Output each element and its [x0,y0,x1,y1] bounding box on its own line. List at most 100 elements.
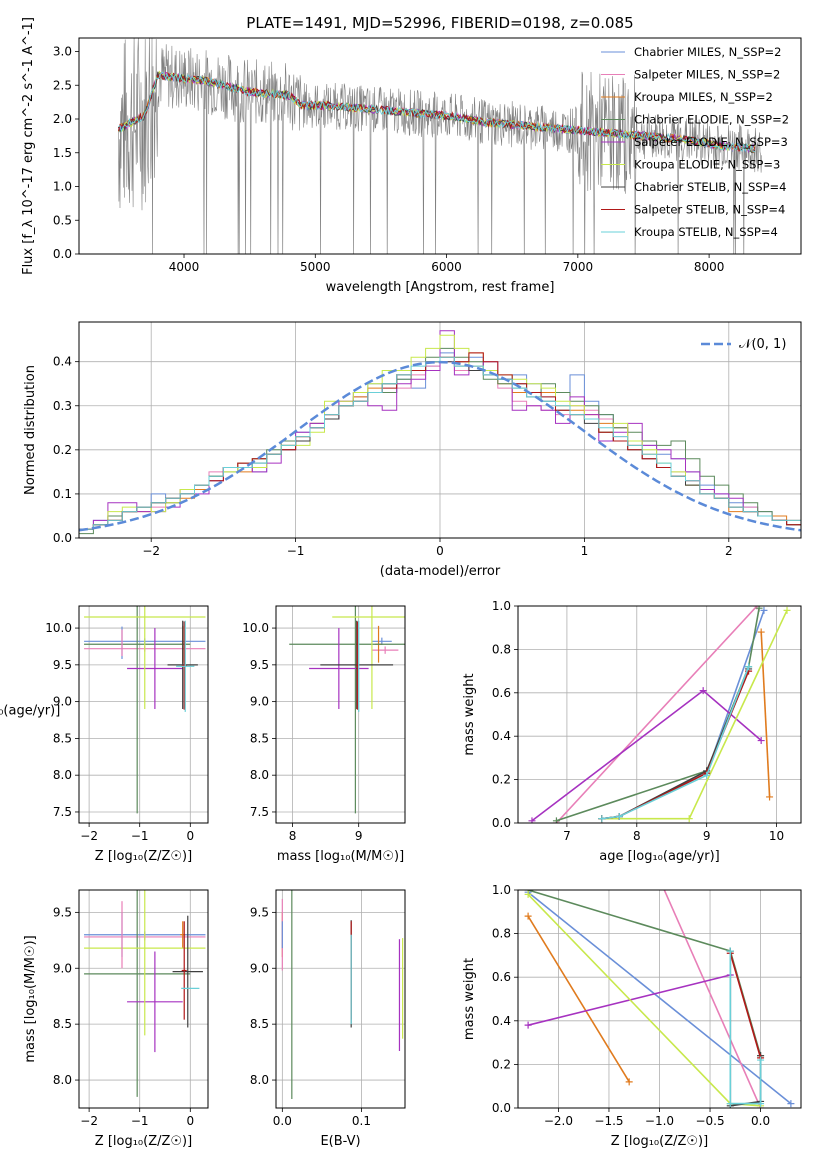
weight-line [729,951,762,1105]
legend-label: 𝒩(0, 1) [739,337,786,352]
plot-marks [524,890,795,1108]
weight-marker [757,1056,765,1064]
y-tick-label: 0.3 [53,399,72,413]
x-axis-label: Z [log₁₀(Z/Z☉)] [95,1134,192,1149]
y-tick-label: 8.0 [250,768,269,782]
y-tick-label: 8.0 [53,1073,72,1087]
x-tick-label: −2 [80,829,98,843]
y-tick-label: 8.5 [53,1017,72,1031]
legend-label: Chabrier ELODIE, N_SSP=2 [634,113,789,127]
plot-area [79,606,208,823]
weight-marker [787,1100,795,1108]
errorbar [127,951,183,1053]
legend-label: Kroupa MILES, N_SSP=2 [634,90,773,104]
y-tick-label: 1.0 [492,599,511,613]
errorbar [84,606,206,709]
axes-weight-vs-age: 7 8 9 10 0.0 0.2 0.4 0.6 0.8 1.0 age [log₁₀(age/yr… [462,599,802,864]
legend-label: Salpeter ELODIE, N_SSP=3 [634,135,788,149]
axes-frame [78,889,209,1109]
x-tick-label: −2 [142,544,160,558]
y-tick-label: 0.4 [492,1014,511,1028]
x-tick-label: −1 [131,829,149,843]
y-tick-label: 0.0 [492,816,511,830]
y-tick-label: 3.0 [53,45,72,59]
legend-label: Chabrier MILES, N_SSP=2 [634,45,781,59]
legend-label: Salpeter MILES, N_SSP=2 [634,68,780,82]
legend: Chabrier MILES, N_SSP=2 Salpeter MILES, N… [601,45,789,239]
x-tick-label: 0.1 [352,1114,371,1128]
y-axis-label: Flux [f_λ 10^-17 erg cm^-2 s^-1 A^-1] [21,17,36,275]
errorbar [84,606,191,814]
axes-frame [78,321,802,539]
x-tick-label: 4000 [169,260,200,274]
x-axis-label: E(B-V) [320,1134,360,1149]
legend-label: Salpeter STELIB, N_SSP=4 [634,203,785,217]
x-tick-label: 10 [769,829,784,843]
weight-line [760,631,771,798]
weight-marker [528,817,536,823]
axes-mass-vs-ebv: 0.0 0.1 8.0 8.5 9.0 9.5 E(B-V) [250,889,406,1149]
axes-age-vs-z: −2 −1 0 7.5 8.0 8.5 9.0 9.5 10.0 Z [log₁₀(Z/Z☉)] a… [0,605,209,864]
x-tick-label: −1.5 [594,1114,623,1128]
axes-frame [78,37,802,255]
weight-marker [598,815,606,823]
x-tick-label: −2.0 [544,1114,573,1128]
weight-marker [703,771,711,779]
axes-mass-vs-z: −2 −1 0 8.0 8.5 9.0 9.5 Z [log₁₀(Z/Z☉)] mass [lo… [23,889,209,1149]
x-tick-label: 0 [186,829,194,843]
y-tick-label: 9.5 [250,905,269,919]
legend-label: Chabrier STELIB, N_SSP=4 [634,180,786,194]
y-tick-label: 8.5 [53,731,72,745]
y-tick-label: 9.0 [53,961,72,975]
errorbar [181,921,187,1020]
x-tick-label: 6000 [431,260,462,274]
y-tick-label: 0.6 [492,686,511,700]
axes-frame [517,605,802,824]
y-tick-label: 0.6 [492,970,511,984]
y-tick-label: 0.2 [53,443,72,457]
errorbar [176,620,195,712]
x-tick-label: 8 [633,829,641,843]
errorbar [172,915,203,1028]
errorbar [332,606,405,709]
weight-marker [755,606,763,612]
x-tick-label: −2 [80,1114,98,1128]
y-tick-label: 2.0 [53,112,72,126]
y-tick-label: 0.4 [53,355,72,369]
y-tick-label: 10.0 [45,621,72,635]
weight-line [555,606,758,823]
x-tick-label: −1 [287,544,305,558]
plot-marks [528,606,791,823]
spectrum-data-line [118,38,762,254]
x-axis-label: wavelength [Angstrom, rest frame] [326,280,555,295]
plot-marks [281,890,404,1100]
x-tick-label: 0.0 [273,1114,292,1128]
errorbar [127,628,183,709]
y-tick-label: 0.2 [492,1057,511,1071]
weight-marker [524,890,532,898]
weight-marker [745,663,753,671]
y-tick-label: 7.5 [250,805,269,819]
errorbar [167,620,198,709]
weight-marker [760,606,768,614]
weight-marker [766,793,774,801]
plot-area [79,890,208,1108]
axes-frame [517,889,802,1109]
y-axis-label: Normed distribution [23,365,38,495]
x-tick-label: 9 [355,829,363,843]
y-tick-label: 8.5 [250,731,269,745]
x-axis-label: Z [log₁₀(Z/Z☉)] [611,1134,708,1149]
weight-marker [783,606,791,614]
y-tick-label: 0.0 [53,247,72,261]
model-line [117,72,756,154]
x-tick-label: 9 [703,829,711,843]
y-tick-label: 8.0 [53,768,72,782]
weight-line [729,952,762,1059]
weight-marker [524,1021,532,1029]
weight-marker [757,737,765,745]
y-tick-label: 0.5 [53,213,72,227]
legend-label: Kroupa ELODIE, N_SSP=3 [634,158,780,172]
x-tick-label: −0.5 [695,1114,724,1128]
y-tick-label: 9.0 [250,961,269,975]
